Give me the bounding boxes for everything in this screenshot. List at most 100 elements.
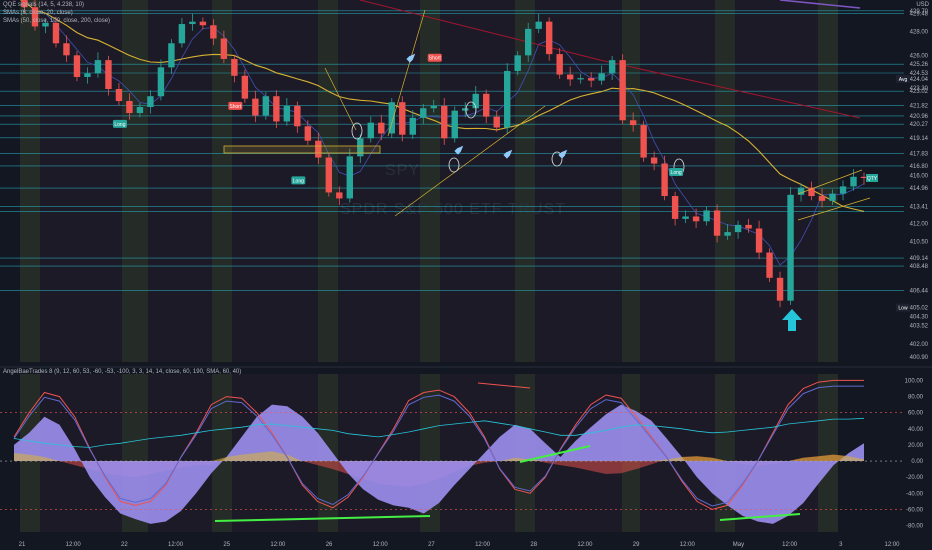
candle-body[interactable]	[420, 108, 427, 118]
candle-body[interactable]	[178, 24, 186, 44]
candle-body[interactable]	[409, 117, 416, 135]
candle-body[interactable]	[545, 21, 553, 55]
candle-body[interactable]	[63, 43, 70, 56]
candle-body[interactable]	[294, 105, 301, 127]
candle-body[interactable]	[587, 78, 595, 81]
candle-body[interactable]	[189, 21, 196, 25]
candle-body[interactable]	[745, 224, 752, 229]
candle-body[interactable]	[493, 116, 500, 128]
candle-body[interactable]	[136, 107, 144, 114]
candle-body[interactable]	[451, 110, 458, 139]
candle-body[interactable]	[829, 193, 836, 201]
candle-body[interactable]	[252, 98, 259, 116]
session-background	[0, 0, 932, 532]
candle-body[interactable]	[514, 55, 521, 71]
candle-body[interactable]	[42, 22, 49, 27]
candle-body[interactable]	[430, 105, 437, 109]
candle-body[interactable]	[703, 210, 710, 222]
candle-body[interactable]	[524, 28, 532, 56]
candle-body[interactable]	[126, 101, 133, 114]
candle-body[interactable]	[818, 196, 826, 201]
candle-body[interactable]	[850, 176, 857, 187]
session-band	[122, 0, 148, 362]
candle-body[interactable]	[346, 156, 354, 199]
candle-body[interactable]	[157, 67, 165, 97]
candle-body[interactable]	[671, 196, 679, 219]
candle-body[interactable]	[73, 55, 81, 77]
candle-body[interactable]	[399, 102, 406, 135]
candle-body[interactable]	[220, 38, 228, 59]
candle-body[interactable]	[713, 210, 721, 236]
candle-body[interactable]	[262, 96, 270, 116]
signal-tag-long[interactable]	[112, 119, 127, 128]
candle-body[interactable]	[766, 252, 773, 278]
candle-body[interactable]	[210, 25, 217, 39]
candle-body[interactable]	[31, 7, 39, 27]
candle-body[interactable]	[608, 60, 616, 74]
candle-body[interactable]	[336, 192, 343, 199]
signal-tag-long[interactable]	[291, 176, 306, 185]
candle-body[interactable]	[556, 54, 563, 75]
candle-body[interactable]	[483, 93, 490, 117]
candle-body[interactable]	[168, 43, 175, 68]
time-tick-label: 12:00	[884, 542, 900, 548]
candle-body[interactable]	[650, 157, 658, 164]
candle-body[interactable]	[357, 138, 364, 157]
candle-body[interactable]	[787, 194, 794, 301]
candle-body[interactable]	[598, 73, 605, 81]
candle-body[interactable]	[304, 126, 312, 141]
candles[interactable]	[11, 0, 868, 308]
candle-body[interactable]	[577, 78, 584, 80]
signal-tag-long[interactable]	[669, 167, 684, 176]
signal-tag-label: Short	[429, 56, 442, 62]
indicator-sma-short[interactable]: SMAs (6, close, 20, close)	[3, 10, 73, 16]
candle-body[interactable]	[535, 21, 542, 29]
candle-body[interactable]	[661, 163, 668, 197]
candle-body[interactable]	[273, 96, 280, 122]
candle-body[interactable]	[640, 125, 647, 158]
candle-body[interactable]	[52, 22, 60, 44]
candle-body[interactable]	[388, 102, 395, 134]
candle-body[interactable]	[682, 216, 689, 219]
candle-body[interactable]	[860, 176, 868, 178]
candle-body[interactable]	[241, 75, 249, 99]
candle-body[interactable]	[199, 21, 207, 26]
candle-body[interactable]	[325, 157, 333, 193]
candle-body[interactable]	[776, 277, 784, 301]
candle-body[interactable]	[808, 187, 815, 197]
indicator-qqe[interactable]: QQE signals (14, 5, 4.238, 10)	[3, 2, 85, 8]
candle-body[interactable]	[619, 60, 626, 121]
candle-body[interactable]	[755, 228, 763, 253]
candle-body[interactable]	[315, 140, 322, 158]
candle-body[interactable]	[21, 0, 28, 8]
candle-body[interactable]	[367, 122, 374, 139]
oscillator-title[interactable]: AngelBaeTrades 8 (9, 12, 60, 53, -60, -5…	[3, 369, 242, 375]
candle-body[interactable]	[797, 187, 805, 195]
candle-body[interactable]	[115, 88, 123, 102]
candle-body[interactable]	[147, 96, 154, 108]
signal-tag-short[interactable]	[228, 101, 243, 110]
candle-body[interactable]	[84, 73, 91, 77]
candle-body[interactable]	[231, 58, 238, 76]
candle-body[interactable]	[734, 224, 742, 233]
candle-body[interactable]	[724, 232, 731, 236]
candle-body[interactable]	[94, 60, 102, 74]
candle-body[interactable]	[462, 108, 469, 111]
candle-body[interactable]	[692, 216, 700, 222]
candle-body[interactable]	[629, 120, 637, 126]
candle-body[interactable]	[566, 74, 574, 80]
candle-body[interactable]	[441, 105, 448, 139]
osc-tick-label: -80.00	[906, 524, 924, 530]
candle-body[interactable]	[472, 93, 479, 109]
signal-tag-short[interactable]	[427, 53, 442, 62]
candle-body[interactable]	[105, 60, 112, 89]
candle-body[interactable]	[504, 70, 511, 128]
trendline-up	[394, 105, 546, 217]
candle-body[interactable]	[839, 186, 847, 194]
indicator-sma-long[interactable]: SMAs (50, close, 100, close, 200, close)	[3, 18, 111, 24]
candle-body[interactable]	[283, 105, 291, 122]
price-tick-label: 413.41	[910, 205, 929, 211]
candle-body[interactable]	[378, 122, 385, 134]
osc-tick-label: -40.00	[906, 491, 924, 497]
